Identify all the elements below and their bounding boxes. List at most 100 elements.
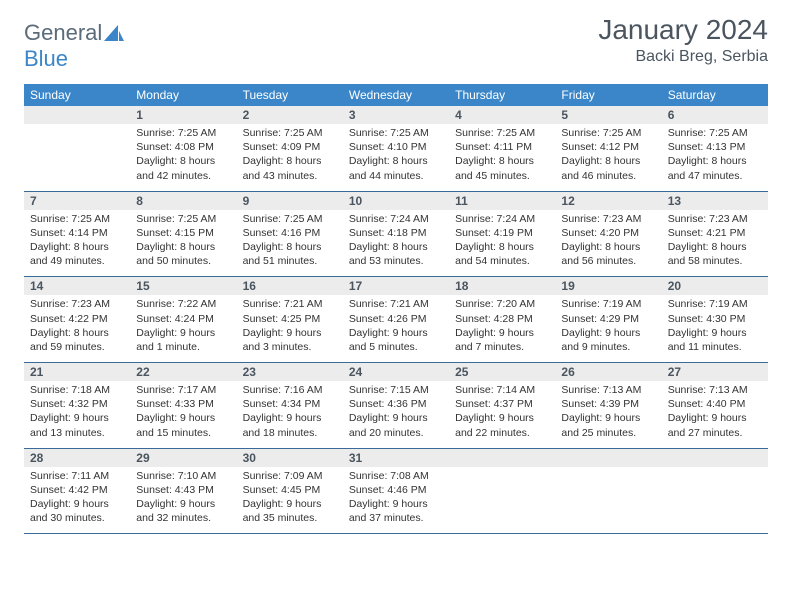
daylight-text: Daylight: 8 hours and 53 minutes.	[349, 240, 443, 268]
daynum-row: 28293031	[24, 448, 768, 467]
sunrise-text: Sunrise: 7:16 AM	[243, 383, 337, 397]
sunset-text: Sunset: 4:21 PM	[668, 226, 762, 240]
day-info: Sunrise: 7:25 AMSunset: 4:08 PMDaylight:…	[130, 124, 236, 191]
daylight-text: Daylight: 8 hours and 45 minutes.	[455, 154, 549, 182]
sunrise-text: Sunrise: 7:08 AM	[349, 469, 443, 483]
sunset-text: Sunset: 4:39 PM	[561, 397, 655, 411]
daylight-text: Daylight: 9 hours and 3 minutes.	[243, 326, 337, 354]
month-title: January 2024	[598, 14, 768, 46]
day-number: 29	[130, 448, 236, 467]
daylight-text: Daylight: 9 hours and 5 minutes.	[349, 326, 443, 354]
daylight-text: Daylight: 9 hours and 22 minutes.	[455, 411, 549, 439]
sunset-text: Sunset: 4:33 PM	[136, 397, 230, 411]
day-number: 28	[24, 448, 130, 467]
sunset-text: Sunset: 4:11 PM	[455, 140, 549, 154]
sunset-text: Sunset: 4:46 PM	[349, 483, 443, 497]
brand-text: General Blue	[24, 20, 124, 72]
sunset-text: Sunset: 4:10 PM	[349, 140, 443, 154]
sunrise-text: Sunrise: 7:24 AM	[455, 212, 549, 226]
day-info: Sunrise: 7:25 AMSunset: 4:15 PMDaylight:…	[130, 210, 236, 277]
day-info: Sunrise: 7:25 AMSunset: 4:13 PMDaylight:…	[662, 124, 768, 191]
day-number: 10	[343, 191, 449, 210]
day-number	[555, 448, 661, 467]
sunrise-text: Sunrise: 7:19 AM	[561, 297, 655, 311]
sunrise-text: Sunrise: 7:23 AM	[30, 297, 124, 311]
sunset-text: Sunset: 4:08 PM	[136, 140, 230, 154]
info-row: Sunrise: 7:23 AMSunset: 4:22 PMDaylight:…	[24, 295, 768, 362]
day-info: Sunrise: 7:24 AMSunset: 4:19 PMDaylight:…	[449, 210, 555, 277]
daylight-text: Daylight: 8 hours and 51 minutes.	[243, 240, 337, 268]
day-number: 12	[555, 191, 661, 210]
title-block: January 2024 Backi Breg, Serbia	[598, 14, 768, 66]
day-info: Sunrise: 7:13 AMSunset: 4:40 PMDaylight:…	[662, 381, 768, 448]
day-number: 9	[237, 191, 343, 210]
daylight-text: Daylight: 8 hours and 59 minutes.	[30, 326, 124, 354]
daylight-text: Daylight: 9 hours and 27 minutes.	[668, 411, 762, 439]
sunrise-text: Sunrise: 7:20 AM	[455, 297, 549, 311]
day-info: Sunrise: 7:23 AMSunset: 4:20 PMDaylight:…	[555, 210, 661, 277]
day-number: 13	[662, 191, 768, 210]
daylight-text: Daylight: 8 hours and 49 minutes.	[30, 240, 124, 268]
sunrise-text: Sunrise: 7:17 AM	[136, 383, 230, 397]
day-info: Sunrise: 7:08 AMSunset: 4:46 PMDaylight:…	[343, 467, 449, 534]
day-info: Sunrise: 7:20 AMSunset: 4:28 PMDaylight:…	[449, 295, 555, 362]
day-number: 30	[237, 448, 343, 467]
day-info: Sunrise: 7:25 AMSunset: 4:10 PMDaylight:…	[343, 124, 449, 191]
daylight-text: Daylight: 8 hours and 56 minutes.	[561, 240, 655, 268]
daynum-row: 78910111213	[24, 191, 768, 210]
sunrise-text: Sunrise: 7:23 AM	[668, 212, 762, 226]
daylight-text: Daylight: 9 hours and 20 minutes.	[349, 411, 443, 439]
day-info: Sunrise: 7:10 AMSunset: 4:43 PMDaylight:…	[130, 467, 236, 534]
day-number: 7	[24, 191, 130, 210]
daynum-row: 14151617181920	[24, 277, 768, 296]
day-number: 17	[343, 277, 449, 296]
daylight-text: Daylight: 9 hours and 25 minutes.	[561, 411, 655, 439]
sunrise-text: Sunrise: 7:21 AM	[243, 297, 337, 311]
location: Backi Breg, Serbia	[598, 48, 768, 66]
daylight-text: Daylight: 8 hours and 50 minutes.	[136, 240, 230, 268]
daylight-text: Daylight: 8 hours and 46 minutes.	[561, 154, 655, 182]
day-number: 27	[662, 363, 768, 382]
daylight-text: Daylight: 8 hours and 58 minutes.	[668, 240, 762, 268]
day-of-week-row: Sunday Monday Tuesday Wednesday Thursday…	[24, 84, 768, 106]
daynum-row: 123456	[24, 106, 768, 124]
sunrise-text: Sunrise: 7:25 AM	[455, 126, 549, 140]
day-info: Sunrise: 7:13 AMSunset: 4:39 PMDaylight:…	[555, 381, 661, 448]
day-info: Sunrise: 7:16 AMSunset: 4:34 PMDaylight:…	[237, 381, 343, 448]
day-info: Sunrise: 7:25 AMSunset: 4:12 PMDaylight:…	[555, 124, 661, 191]
sunset-text: Sunset: 4:34 PM	[243, 397, 337, 411]
sunset-text: Sunset: 4:29 PM	[561, 312, 655, 326]
calendar-page: General Blue January 2024 Backi Breg, Se…	[0, 0, 792, 548]
day-info: Sunrise: 7:18 AMSunset: 4:32 PMDaylight:…	[24, 381, 130, 448]
daylight-text: Daylight: 9 hours and 9 minutes.	[561, 326, 655, 354]
sunset-text: Sunset: 4:43 PM	[136, 483, 230, 497]
daylight-text: Daylight: 9 hours and 11 minutes.	[668, 326, 762, 354]
dow-header: Thursday	[449, 84, 555, 106]
day-number: 8	[130, 191, 236, 210]
daylight-text: Daylight: 8 hours and 47 minutes.	[668, 154, 762, 182]
sunset-text: Sunset: 4:22 PM	[30, 312, 124, 326]
day-info: Sunrise: 7:19 AMSunset: 4:29 PMDaylight:…	[555, 295, 661, 362]
day-number: 24	[343, 363, 449, 382]
info-row: Sunrise: 7:25 AM Sunset: 4:08 PM Daylight:…	[24, 124, 768, 191]
daylight-text: Daylight: 9 hours and 18 minutes.	[243, 411, 337, 439]
dow-header: Saturday	[662, 84, 768, 106]
daylight-text: Daylight: 9 hours and 15 minutes.	[136, 411, 230, 439]
day-info: Sunrise: 7:23 AMSunset: 4:21 PMDaylight:…	[662, 210, 768, 277]
day-number: 31	[343, 448, 449, 467]
day-info: Sunrise: 7:09 AMSunset: 4:45 PMDaylight:…	[237, 467, 343, 534]
sunset-text: Sunset: 4:37 PM	[455, 397, 549, 411]
sunset-text: Sunset: 4:18 PM	[349, 226, 443, 240]
daylight-text: Daylight: 8 hours and 54 minutes.	[455, 240, 549, 268]
day-number	[662, 448, 768, 467]
day-number: 23	[237, 363, 343, 382]
dow-header: Monday	[130, 84, 236, 106]
day-number: 26	[555, 363, 661, 382]
brand-part1: General	[24, 20, 102, 45]
sunrise-text: Sunrise: 7:25 AM	[243, 126, 337, 140]
sunrise-text: Sunrise: 7:22 AM	[136, 297, 230, 311]
day-number: 16	[237, 277, 343, 296]
sunrise-text: Sunrise: 7:13 AM	[561, 383, 655, 397]
info-row: Sunrise: 7:11 AMSunset: 4:42 PMDaylight:…	[24, 467, 768, 534]
sunset-text: Sunset: 4:42 PM	[30, 483, 124, 497]
